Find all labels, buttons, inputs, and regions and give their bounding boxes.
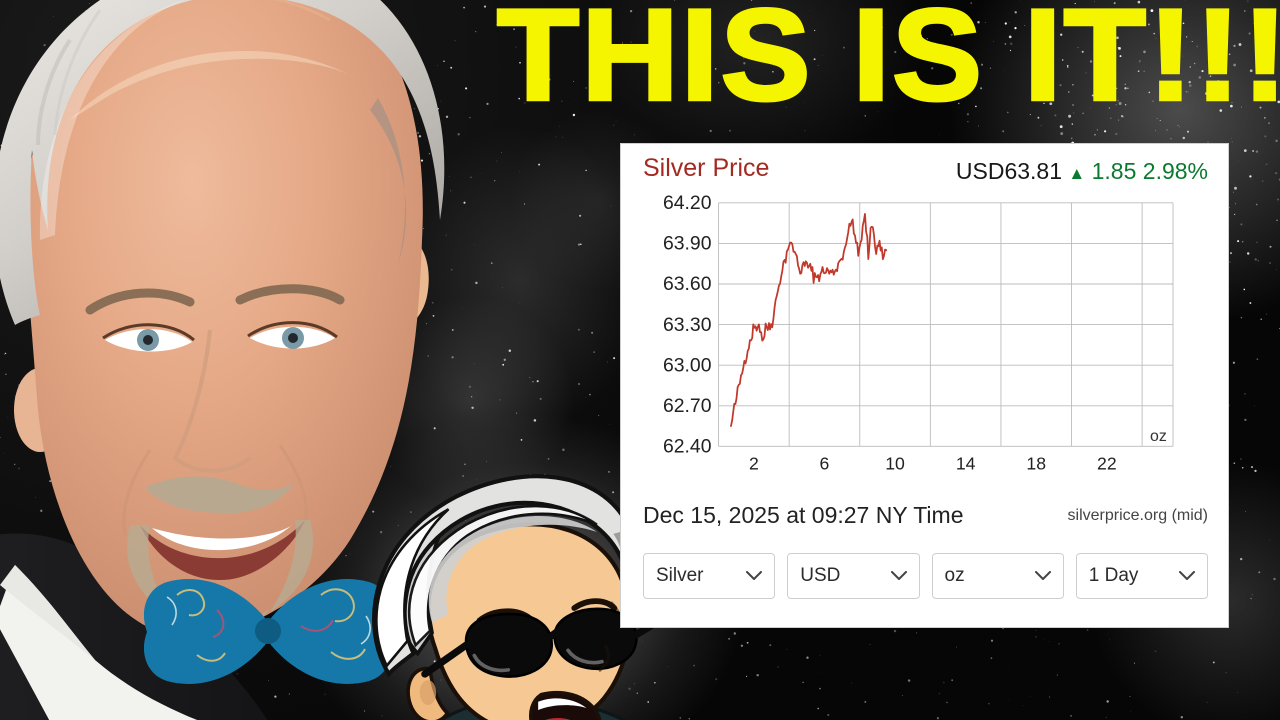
svg-text:22: 22 [1097,453,1117,473]
svg-text:63.60: 63.60 [663,273,712,295]
svg-text:2: 2 [749,453,759,473]
svg-text:62.40: 62.40 [663,436,712,458]
svg-text:63.30: 63.30 [663,314,712,336]
svg-text:18: 18 [1026,453,1046,473]
svg-text:10: 10 [885,453,905,473]
svg-text:64.20: 64.20 [663,194,712,214]
svg-text:62.70: 62.70 [663,395,712,417]
svg-text:6: 6 [820,453,830,473]
svg-text:63.00: 63.00 [663,354,712,376]
svg-text:oz: oz [1150,428,1167,445]
svg-text:63.90: 63.90 [663,233,712,255]
svg-text:14: 14 [956,453,976,473]
